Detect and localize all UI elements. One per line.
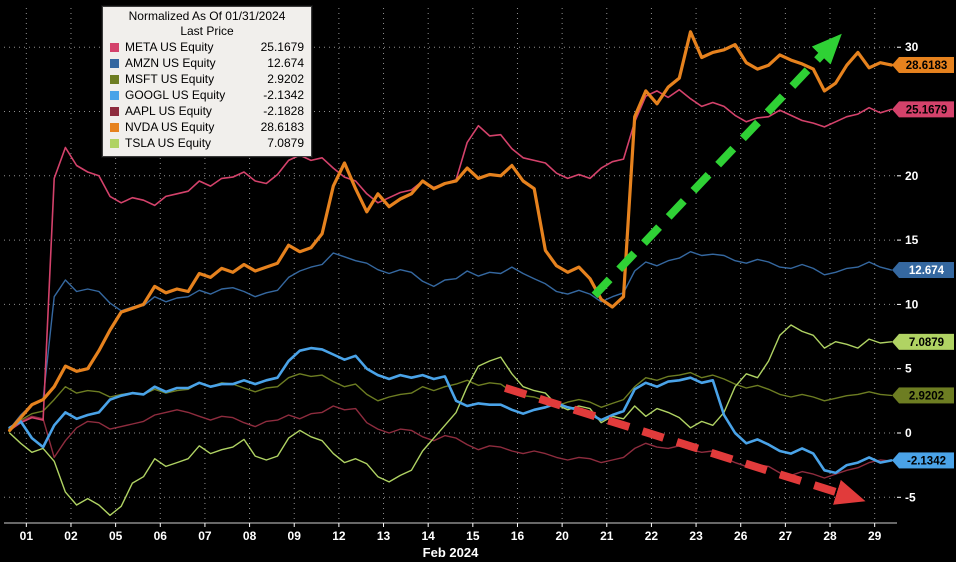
- legend-row: TSLA US Equity 7.0879: [110, 135, 304, 151]
- price-badge-amzn: 12.674: [892, 262, 954, 279]
- legend-row: AAPL US Equity -2.1828: [110, 103, 304, 119]
- y-tick-label: 15: [905, 233, 919, 247]
- legend-series-name: GOOGL US Equity: [125, 88, 226, 102]
- series-line-tsla: [8, 324, 893, 516]
- price-badge-nvda: 28.6183: [892, 56, 954, 73]
- legend-series-value: 7.0879: [267, 136, 304, 150]
- x-tick-label: 06: [154, 529, 168, 543]
- x-tick-label: 23: [689, 529, 703, 543]
- price-badge-tsla: 7.0879: [892, 333, 954, 350]
- legend-rows: META US Equity 25.1679 AMZN US Equity 12.67…: [110, 39, 304, 151]
- x-tick-label: 05: [109, 529, 123, 543]
- trend-arrow-down: [503, 384, 866, 505]
- y-tick-label: -5: [905, 490, 916, 504]
- series-line-msft: [8, 371, 893, 432]
- y-tick-label: 0: [905, 426, 912, 440]
- x-tick-label: 22: [645, 529, 659, 543]
- legend-series-value: 28.6183: [260, 120, 304, 134]
- x-tick-label: 20: [555, 529, 569, 543]
- price-badge-value: 25.1679: [906, 104, 948, 116]
- price-badge-meta: 25.1679: [892, 101, 954, 118]
- price-badge-msft: 2.9202: [892, 387, 954, 404]
- y-tick-label: 10: [905, 297, 919, 311]
- legend-swatch-icon: [110, 74, 119, 84]
- x-tick-label: 01: [20, 529, 34, 543]
- x-tick-label: 21: [600, 529, 614, 543]
- x-tick-label: 14: [421, 529, 435, 543]
- legend-series-value: 25.1679: [260, 40, 304, 54]
- legend-row: GOOGL US Equity -2.1342: [110, 87, 304, 103]
- price-badge-value: 28.6183: [906, 60, 948, 72]
- x-tick-label: 02: [64, 529, 78, 543]
- legend-series-value: -2.1828: [263, 104, 304, 118]
- y-tick-label: 30: [905, 40, 919, 54]
- x-tick-label: 26: [734, 529, 748, 543]
- legend-row: AMZN US Equity 12.674: [110, 55, 304, 71]
- price-badges: 25.1679 12.674 2.9202 -2.1342 28.6183 7.0879: [892, 56, 954, 469]
- x-tick-label: 15: [466, 529, 480, 543]
- legend-swatch-icon: [110, 122, 119, 132]
- x-tick-label: 09: [288, 529, 302, 543]
- legend-swatch-icon: [110, 58, 119, 68]
- x-tick-label: 12: [332, 529, 346, 543]
- legend-series-name: META US Equity: [125, 40, 214, 54]
- x-tick-label: 08: [243, 529, 257, 543]
- series-line-amzn: [8, 250, 893, 430]
- legend-series-name: TSLA US Equity: [125, 136, 212, 150]
- legend-title: Normalized As Of 01/31/2024: [128, 9, 286, 23]
- legend-series-name: AAPL US Equity: [125, 104, 212, 118]
- legend-series-value: 12.674: [267, 56, 304, 70]
- y-tick-label: 20: [905, 169, 919, 183]
- legend-swatch-icon: [110, 90, 119, 100]
- x-tick-label: 28: [823, 529, 837, 543]
- series-line-aapl: [8, 405, 893, 479]
- x-axis-title: Feb 2024: [423, 545, 479, 560]
- series-lines: [8, 30, 894, 516]
- y-tick-label: 5: [905, 362, 912, 376]
- x-tick-label: 16: [511, 529, 525, 543]
- legend-series-value: -2.1342: [263, 88, 304, 102]
- legend-swatch-icon: [110, 42, 119, 52]
- price-badge-value: 12.674: [909, 265, 945, 277]
- x-tick-label: 07: [198, 529, 212, 543]
- legend-series-name: AMZN US Equity: [125, 56, 216, 70]
- trend-arrow-up: [591, 33, 842, 299]
- series-line-googl: [8, 346, 893, 475]
- x-tick-label: 27: [779, 529, 793, 543]
- legend-subtitle: Last Price: [180, 24, 234, 38]
- legend-series-name: NVDA US Equity: [125, 120, 215, 134]
- legend-row: MSFT US Equity 2.9202: [110, 71, 304, 87]
- legend-swatch-icon: [110, 106, 119, 116]
- price-badge-value: 2.9202: [909, 390, 944, 402]
- legend-series-value: 2.9202: [267, 72, 304, 86]
- x-tick-label: 29: [868, 529, 882, 543]
- x-axis: 01 02 05 06 07 08 09 12 13 14 15 16 20 21 22 23 26 27 28 29…: [4, 522, 897, 560]
- legend-swatch-icon: [110, 138, 119, 148]
- legend-row: NVDA US Equity 28.6183: [110, 119, 304, 135]
- series-line-nvda: [8, 30, 894, 432]
- legend-row: META US Equity 25.1679: [110, 39, 304, 55]
- price-badge-googl: -2.1342: [892, 452, 954, 469]
- legend-series-name: MSFT US Equity: [125, 72, 215, 86]
- x-tick-label: 13: [377, 529, 391, 543]
- legend: Normalized As Of 01/31/2024 Last Price M…: [102, 6, 312, 157]
- price-badge-value: 7.0879: [909, 337, 944, 349]
- price-badge-value: -2.1342: [907, 455, 946, 467]
